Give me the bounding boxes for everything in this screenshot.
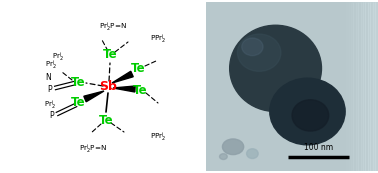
Polygon shape (113, 86, 135, 92)
Text: Te: Te (103, 48, 117, 61)
Text: N: N (45, 72, 51, 81)
Bar (346, 2, 349, 171)
Text: $\mathregular{Pr^{i}_{2}}$: $\mathregular{Pr^{i}_{2}}$ (45, 58, 57, 72)
Ellipse shape (230, 25, 321, 111)
Text: 100 nm: 100 nm (304, 143, 333, 152)
Text: Te: Te (131, 62, 145, 75)
Bar (368, 2, 370, 171)
Bar (373, 2, 375, 171)
Bar (363, 2, 366, 171)
Text: Te: Te (71, 97, 85, 110)
Bar (344, 2, 346, 171)
Bar (375, 2, 378, 171)
Ellipse shape (292, 100, 329, 131)
Text: P: P (50, 111, 54, 120)
Text: $\mathregular{Pr^{i}_{2}}$: $\mathregular{Pr^{i}_{2}}$ (52, 50, 64, 64)
Bar (349, 2, 351, 171)
Text: $\mathregular{PPr^{i}_{2}}$: $\mathregular{PPr^{i}_{2}}$ (150, 130, 166, 144)
Text: $\mathregular{Pr^{i}_{2}}$: $\mathregular{Pr^{i}_{2}}$ (44, 98, 56, 112)
Text: 475 °C: 475 °C (215, 95, 245, 104)
Text: Te: Te (99, 113, 113, 126)
Polygon shape (112, 71, 133, 83)
Ellipse shape (262, 71, 315, 108)
Ellipse shape (222, 139, 244, 155)
Bar (361, 2, 363, 171)
Ellipse shape (270, 78, 345, 145)
Bar (356, 2, 358, 171)
Ellipse shape (242, 38, 263, 56)
Text: P: P (48, 84, 52, 93)
Bar (358, 2, 361, 171)
Ellipse shape (246, 149, 258, 158)
Text: Te: Te (71, 75, 85, 89)
Bar (370, 2, 373, 171)
Ellipse shape (220, 154, 227, 160)
Bar (353, 2, 356, 171)
Text: $\mathregular{Pr^{i}_{2}P}$=N: $\mathregular{Pr^{i}_{2}P}$=N (79, 142, 107, 156)
Text: $\mathregular{PPr^{i}_{2}}$: $\mathregular{PPr^{i}_{2}}$ (150, 32, 166, 46)
Polygon shape (84, 91, 104, 102)
Text: Sb: Sb (99, 80, 117, 93)
Text: AACVD: AACVD (211, 67, 249, 77)
Bar (341, 2, 344, 171)
Ellipse shape (237, 34, 281, 71)
Text: Te: Te (133, 84, 147, 97)
Bar (351, 2, 353, 171)
Bar (366, 2, 368, 171)
Text: $\mathregular{Pr^{i}_{2}P}$=N: $\mathregular{Pr^{i}_{2}P}$=N (99, 20, 127, 34)
